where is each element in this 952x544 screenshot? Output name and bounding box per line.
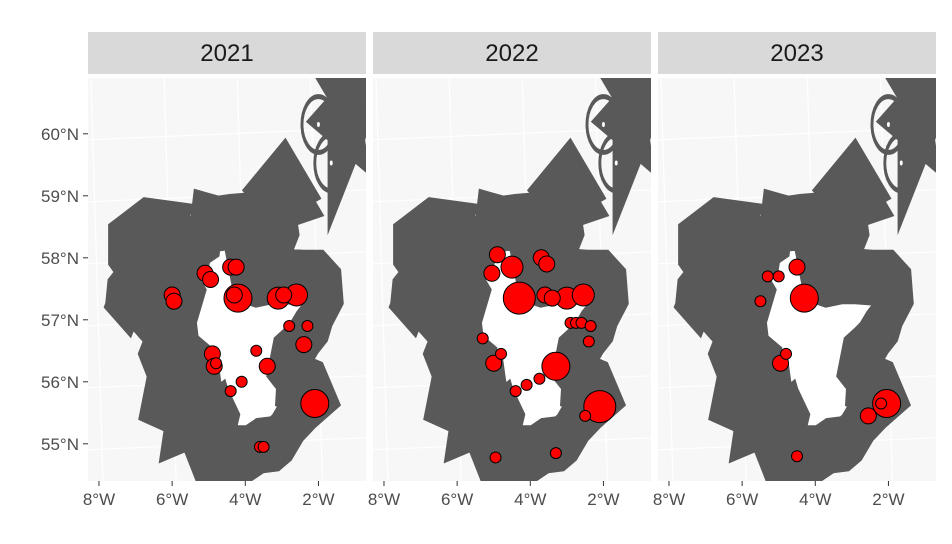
data-point — [772, 270, 785, 283]
data-point — [538, 255, 556, 273]
x-tick-label: 4°W — [514, 490, 546, 509]
x-tick-label: 4°W — [229, 490, 261, 509]
facet-strip — [658, 32, 936, 74]
data-point — [571, 283, 595, 307]
data-point — [582, 335, 595, 348]
longitude-gridline — [660, 78, 674, 481]
facet-strip-label: 2021 — [200, 40, 253, 67]
data-point — [533, 372, 546, 385]
data-point — [780, 347, 793, 360]
data-point — [584, 320, 597, 332]
data-point — [543, 289, 561, 307]
facet-strip — [373, 32, 651, 74]
data-point — [859, 407, 877, 425]
data-point — [541, 351, 571, 381]
x-tick-label: 2°W — [302, 490, 334, 509]
longitude-gridline — [90, 78, 104, 481]
y-tick-label: 60°N — [41, 125, 79, 144]
data-point — [283, 320, 296, 332]
data-point — [495, 347, 508, 360]
y-tick-label: 58°N — [41, 249, 79, 268]
facet-strip-label: 2022 — [485, 40, 538, 67]
facet-strip — [88, 32, 366, 74]
data-point — [520, 378, 533, 391]
data-point — [509, 385, 522, 398]
x-tick-label: 4°W — [799, 490, 831, 509]
data-point — [300, 389, 330, 418]
data-point — [754, 295, 767, 308]
data-point — [488, 246, 506, 264]
data-point — [476, 332, 489, 345]
data-point — [258, 357, 276, 375]
y-tick-label: 59°N — [41, 187, 79, 206]
y-tick-label: 56°N — [41, 373, 79, 392]
data-point — [549, 447, 562, 460]
data-point — [227, 258, 245, 276]
x-tick-label: 6°W — [441, 490, 473, 509]
data-point — [224, 385, 237, 398]
data-point — [500, 255, 524, 279]
longitude-gridline — [375, 78, 389, 481]
x-tick-label: 8°W — [368, 490, 400, 509]
x-tick-label: 6°W — [156, 490, 188, 509]
data-point — [485, 354, 503, 372]
data-point — [210, 357, 223, 370]
data-point — [489, 451, 502, 464]
data-point — [791, 450, 803, 463]
x-tick-label: 6°W — [726, 490, 758, 509]
data-point — [225, 286, 243, 304]
facet-panel-2023: 2023 8°W 6°W 4°W 2°W — [653, 32, 936, 509]
x-tick-label: 8°W — [653, 490, 685, 509]
data-point — [250, 344, 263, 357]
data-point — [875, 397, 888, 410]
data-point — [165, 292, 183, 310]
x-tick-label: 2°W — [587, 490, 619, 509]
data-point — [301, 320, 314, 332]
x-tick-label: 2°W — [872, 490, 904, 509]
y-tick-label: 57°N — [41, 311, 79, 330]
data-point — [202, 271, 220, 288]
data-point — [483, 264, 501, 282]
facet-panel-2022: 2022 8°W 6°W 4°W 2°W — [368, 32, 651, 509]
data-point — [502, 281, 536, 315]
facet-panel-2021: 2021 8°W 6°W 4°W 2°W 55°N 56°N 57°N 58°N 59°N 60°N — [41, 32, 366, 509]
data-point — [789, 283, 819, 313]
facet-strip-label: 2023 — [770, 40, 823, 67]
data-point — [761, 270, 774, 283]
data-point — [235, 375, 248, 388]
data-point — [295, 336, 313, 354]
y-tick-label: 55°N — [41, 435, 79, 454]
data-point — [583, 390, 617, 424]
data-point — [275, 286, 293, 304]
x-tick-label: 8°W — [83, 490, 115, 509]
data-point — [579, 409, 592, 422]
data-point — [788, 258, 806, 276]
data-point — [257, 440, 270, 453]
